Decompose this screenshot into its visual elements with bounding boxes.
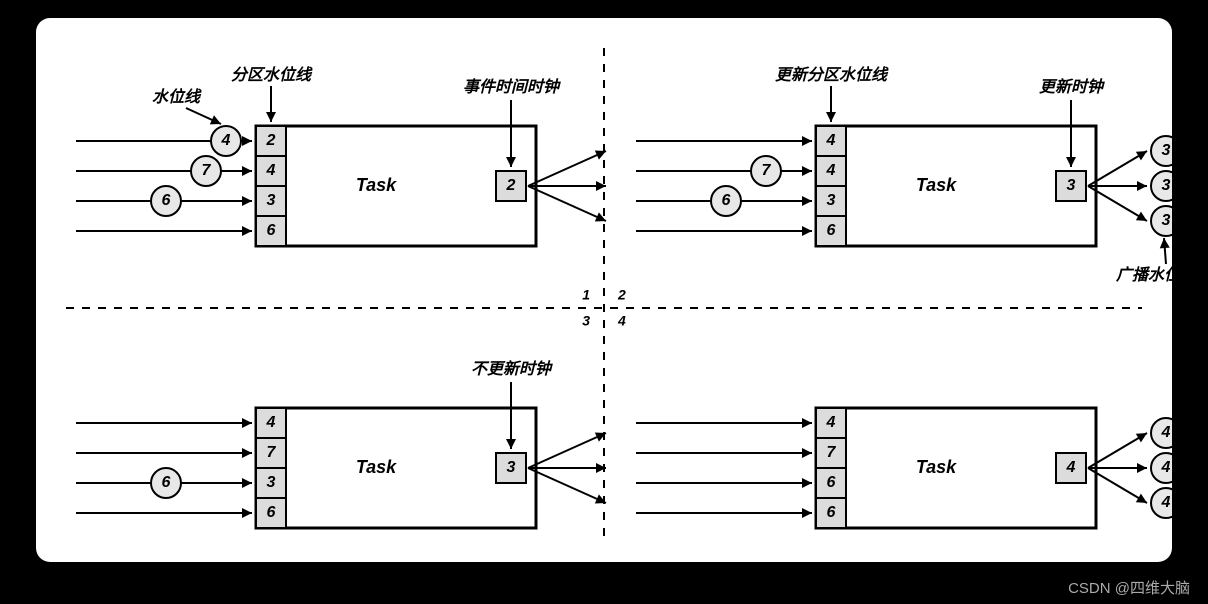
svg-text:3: 3 xyxy=(827,192,836,209)
svg-text:2: 2 xyxy=(617,287,626,303)
svg-text:6: 6 xyxy=(722,192,731,209)
svg-text:Task: Task xyxy=(356,457,397,477)
svg-text:3: 3 xyxy=(1162,177,1171,194)
svg-text:4: 4 xyxy=(266,162,276,179)
svg-text:分区水位线: 分区水位线 xyxy=(231,66,313,84)
svg-text:7: 7 xyxy=(762,162,772,179)
svg-text:4: 4 xyxy=(266,414,276,431)
svg-text:4: 4 xyxy=(1161,494,1171,511)
panel-p4: Task 4 7 6 6 4 4 4 4 xyxy=(636,408,1172,528)
svg-text:2: 2 xyxy=(266,132,276,149)
svg-text:6: 6 xyxy=(162,474,171,491)
svg-text:7: 7 xyxy=(827,444,837,461)
svg-text:7: 7 xyxy=(267,444,277,461)
panel-p2: Task 4 4 3 6 3 7 6 3 3 3 更新分区水位线更新时钟广播水位线 xyxy=(636,66,1172,284)
svg-text:3: 3 xyxy=(582,313,590,329)
svg-text:6: 6 xyxy=(267,504,276,521)
svg-text:4: 4 xyxy=(1066,459,1076,476)
svg-text:3: 3 xyxy=(267,192,276,209)
svg-text:6: 6 xyxy=(827,504,836,521)
svg-text:7: 7 xyxy=(202,162,212,179)
svg-text:4: 4 xyxy=(826,162,836,179)
svg-text:6: 6 xyxy=(827,222,836,239)
svg-text:更新分区水位线: 更新分区水位线 xyxy=(775,66,889,84)
watermark-text: CSDN @四维大脑 xyxy=(1068,577,1190,598)
svg-text:3: 3 xyxy=(267,474,276,491)
svg-text:1: 1 xyxy=(582,287,590,303)
svg-text:事件时间时钟: 事件时间时钟 xyxy=(463,78,561,96)
svg-text:3: 3 xyxy=(507,459,516,476)
svg-text:Task: Task xyxy=(916,175,957,195)
svg-text:6: 6 xyxy=(162,192,171,209)
svg-text:4: 4 xyxy=(826,132,836,149)
svg-text:3: 3 xyxy=(1067,177,1076,194)
diagram-card: 1234Task24362476分区水位线事件时间时钟水位线Task443637… xyxy=(36,18,1172,562)
svg-text:4: 4 xyxy=(1161,459,1171,476)
svg-text:广播水位线: 广播水位线 xyxy=(1115,266,1172,284)
diagram-svg: 1234Task24362476分区水位线事件时间时钟水位线Task443637… xyxy=(36,18,1172,562)
svg-text:6: 6 xyxy=(827,474,836,491)
panel-p3: Task 4 7 3 6 3 6 不更新时钟 xyxy=(76,360,606,528)
svg-text:2: 2 xyxy=(506,177,516,194)
svg-text:4: 4 xyxy=(221,132,231,149)
svg-text:Task: Task xyxy=(916,457,957,477)
svg-text:水位线: 水位线 xyxy=(152,88,202,106)
svg-text:4: 4 xyxy=(617,313,626,329)
svg-text:更新时钟: 更新时钟 xyxy=(1039,78,1105,96)
svg-text:不更新时钟: 不更新时钟 xyxy=(471,360,553,378)
svg-text:Task: Task xyxy=(356,175,397,195)
page-root: 1234Task24362476分区水位线事件时间时钟水位线Task443637… xyxy=(0,18,1208,604)
svg-text:4: 4 xyxy=(826,414,836,431)
svg-text:3: 3 xyxy=(1162,212,1171,229)
svg-text:6: 6 xyxy=(267,222,276,239)
svg-text:3: 3 xyxy=(1162,142,1171,159)
panel-p1: Task24362476分区水位线事件时间时钟水位线 xyxy=(76,66,606,246)
svg-text:4: 4 xyxy=(1161,424,1171,441)
